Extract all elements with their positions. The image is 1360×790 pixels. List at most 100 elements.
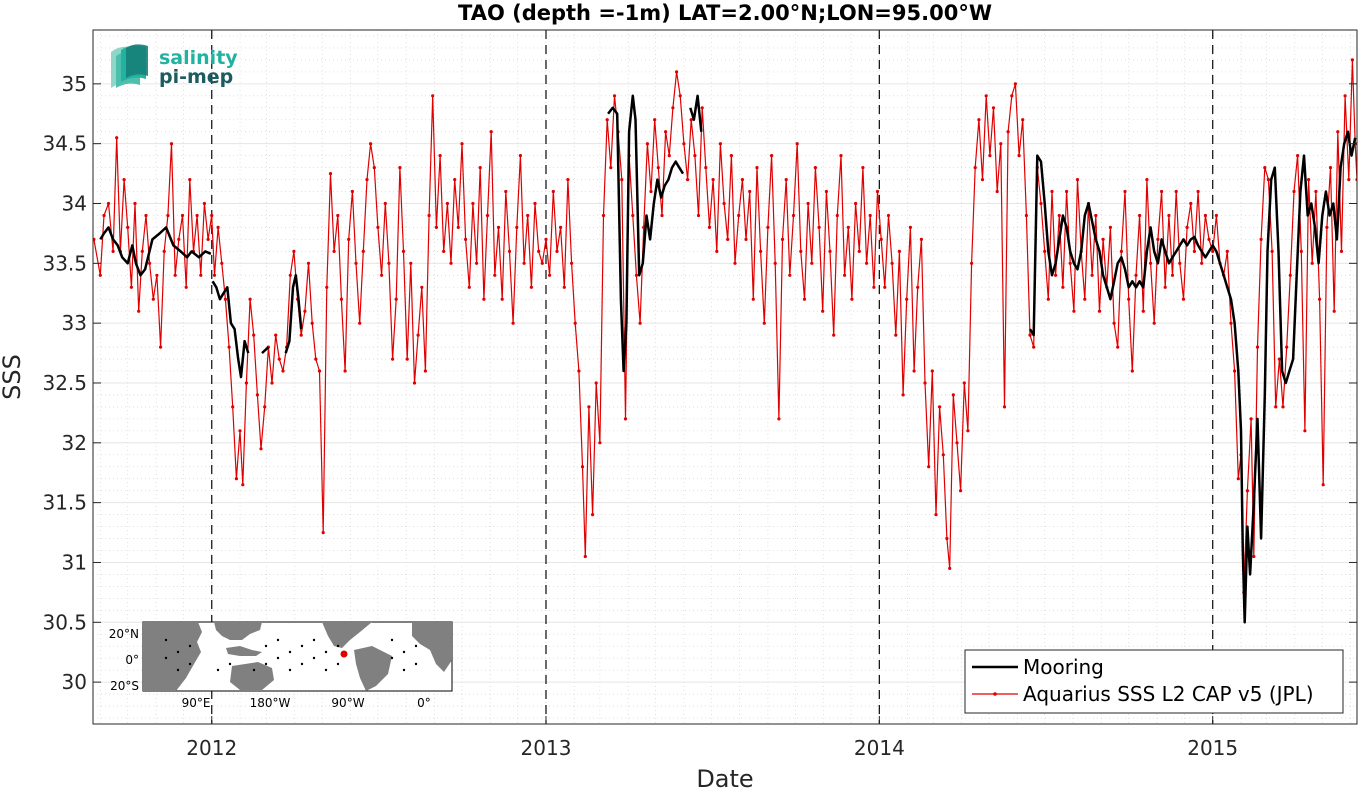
aquarius-point xyxy=(854,201,858,206)
aquarius-point xyxy=(325,285,329,289)
aquarius-point xyxy=(485,213,490,218)
aquarius-point xyxy=(339,297,343,301)
aquarius-point xyxy=(686,178,690,182)
aquarius-point xyxy=(1170,273,1175,277)
aquarius-point xyxy=(645,142,650,146)
aquarius-point xyxy=(846,225,850,229)
aquarius-point xyxy=(511,321,515,325)
y-tick-label: 32 xyxy=(62,431,87,455)
aquarius-point xyxy=(664,130,668,134)
aquarius-point xyxy=(835,213,839,218)
aquarius-point xyxy=(1350,58,1354,62)
aquarius-point xyxy=(861,166,865,170)
aquarius-point xyxy=(999,142,1003,146)
aquarius-point xyxy=(715,249,719,253)
aquarius-point xyxy=(445,201,449,206)
map-buoy-dot xyxy=(324,668,328,672)
y-tick-label: 34.5 xyxy=(42,132,87,156)
map-buoy-dot xyxy=(264,644,268,648)
aquarius-point xyxy=(810,261,814,265)
aquarius-point xyxy=(460,142,464,146)
aquarius-point xyxy=(507,249,512,253)
aquarius-point xyxy=(306,261,311,265)
aquarius-point xyxy=(872,285,876,289)
aquarius-line xyxy=(93,59,1357,594)
aquarius-point xyxy=(591,513,595,517)
aquarius-point xyxy=(817,225,821,229)
aquarius-point xyxy=(988,154,992,158)
aquarius-point xyxy=(905,297,909,301)
aquarius-point xyxy=(704,166,708,170)
aquarius-point xyxy=(1145,178,1149,182)
map-buoy-dot xyxy=(164,638,168,642)
aquarius-point xyxy=(241,483,245,487)
aquarius-point xyxy=(1225,249,1229,253)
aquarius-point xyxy=(248,297,252,301)
aquarius-point xyxy=(383,201,387,206)
x-axis-label: Date xyxy=(696,765,753,790)
aquarius-point xyxy=(631,213,635,218)
aquarius-point xyxy=(748,189,752,194)
aquarius-point xyxy=(216,225,220,229)
aquarius-point xyxy=(791,213,796,218)
aquarius-point xyxy=(1229,321,1233,325)
aquarius-point xyxy=(1259,237,1263,241)
aquarius-point xyxy=(412,381,417,385)
aquarius-point xyxy=(255,393,259,397)
aquarius-point xyxy=(533,201,537,206)
x-tick-label: 2015 xyxy=(1187,736,1238,760)
aquarius-point xyxy=(780,237,785,241)
aquarius-point xyxy=(310,321,314,325)
aquarius-point xyxy=(206,237,210,241)
logo-text-salinity: salinity xyxy=(159,47,238,69)
aquarius-point xyxy=(970,261,974,265)
aquarius-point xyxy=(857,249,861,253)
aquarius-point xyxy=(263,405,267,409)
aquarius-point xyxy=(766,225,770,229)
map-buoy-dot xyxy=(176,668,180,672)
aquarius-point xyxy=(303,309,307,313)
aquarius-point xyxy=(391,357,395,361)
aquarius-point xyxy=(1108,225,1112,229)
aquarius-point xyxy=(1321,483,1325,487)
aquarius-point xyxy=(223,297,227,301)
minor-grid xyxy=(93,30,1357,724)
aquarius-point xyxy=(762,321,766,325)
aquarius-point xyxy=(620,178,624,182)
aquarius-point xyxy=(1156,237,1160,241)
aquarius-point xyxy=(1314,189,1318,194)
map-buoy-dot xyxy=(312,656,316,660)
aquarius-point xyxy=(365,178,369,182)
aquarius-point xyxy=(478,166,482,170)
aquarius-point xyxy=(220,261,224,265)
aquarius-point xyxy=(1233,369,1237,373)
aquarius-point xyxy=(1310,261,1314,265)
aquarius-point xyxy=(1065,189,1069,194)
aquarius-point xyxy=(689,118,693,122)
aquarius-point xyxy=(515,225,519,229)
aquarius-point xyxy=(420,285,424,289)
map-buoy-dot xyxy=(336,662,340,666)
aquarius-point xyxy=(169,142,174,146)
aquarius-point xyxy=(850,297,854,301)
aquarius-point xyxy=(354,261,358,265)
mooring-line-segment xyxy=(261,346,270,355)
aquarius-point xyxy=(656,166,660,170)
aquarius-point xyxy=(923,381,927,385)
map-land-africa-east xyxy=(412,622,452,672)
x-tick-label: 2014 xyxy=(854,736,905,760)
aquarius-point xyxy=(1178,261,1182,265)
inset-map: 20°N 0° 20°S 90°E 180°W 90°W 0° xyxy=(109,621,453,710)
map-buoy-dot xyxy=(414,662,418,666)
aquarius-point xyxy=(570,261,574,265)
aquarius-point xyxy=(667,154,671,158)
aquarius-point xyxy=(1024,213,1028,218)
map-buoy-dot xyxy=(300,644,304,648)
aquarius-point xyxy=(321,531,325,535)
aquarius-point xyxy=(1097,309,1102,313)
map-land-indonesia xyxy=(226,646,262,656)
aquarius-point xyxy=(398,166,402,170)
map-buoy-dot xyxy=(216,668,220,672)
aquarius-point xyxy=(453,178,457,182)
aquarius-point xyxy=(1149,261,1153,265)
